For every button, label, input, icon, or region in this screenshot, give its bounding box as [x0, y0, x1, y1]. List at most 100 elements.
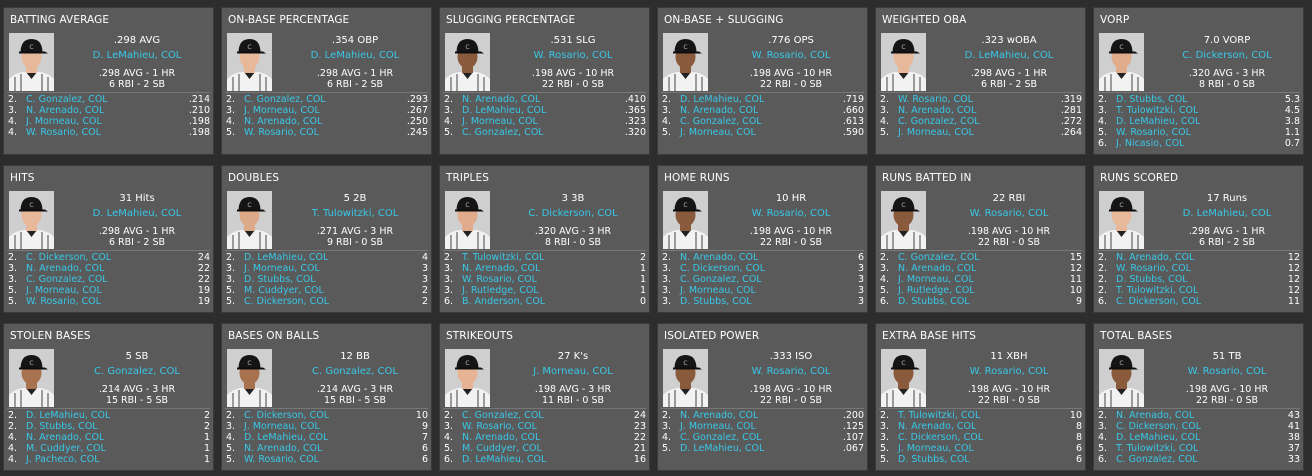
leader-name-link[interactable]: D. LeMahieu, COL	[92, 208, 182, 219]
player-name-link[interactable]: N. Arenado, COL	[26, 432, 105, 443]
player-name-link[interactable]: N. Arenado, COL	[680, 410, 759, 421]
stat-card-triples[interactable]: TRIPLES C 3 3B C. Dickerson, COL .320 AVG - …	[439, 165, 650, 313]
player-name-link[interactable]: N. Arenado, COL	[26, 263, 105, 274]
leader-name-link[interactable]: D. LeMahieu, COL	[964, 50, 1054, 61]
player-photo[interactable]: C	[663, 349, 708, 407]
player-name-link[interactable]: M. Cuddyer, COL	[462, 443, 542, 454]
stat-card-slugging-percentage[interactable]: SLUGGING PERCENTAGE C .531 SLG W. Rosario, …	[439, 7, 650, 155]
stat-card-on-base-percentage[interactable]: ON-BASE PERCENTAGE C .354 OBP D. LeMahieu, …	[221, 7, 432, 155]
player-photo[interactable]: C	[881, 349, 926, 407]
leader-name-link[interactable]: C. Gonzalez, COL	[94, 366, 180, 377]
player-photo[interactable]: C	[227, 191, 272, 249]
stat-card-strikeouts[interactable]: STRIKEOUTS C 27 K's J. Morneau, COL .198 AVG…	[439, 323, 650, 471]
player-photo[interactable]: C	[663, 33, 708, 91]
player-name-link[interactable]: T. Tulowitzki, COL	[1116, 443, 1199, 454]
player-name-link[interactable]: N. Arenado, COL	[898, 263, 977, 274]
player-name-link[interactable]: C. Gonzalez, COL	[898, 252, 980, 263]
player-photo[interactable]: C	[1099, 33, 1144, 91]
player-name-link[interactable]: J. Morneau, COL	[680, 127, 756, 138]
player-name-link[interactable]: J. Morneau, COL	[244, 105, 320, 116]
stat-card-runs-scored[interactable]: RUNS SCORED C 17 Runs D. LeMahieu, COL .298 …	[1093, 165, 1304, 313]
player-name-link[interactable]: C. Dickerson, COL	[680, 263, 765, 274]
player-photo[interactable]: C	[9, 33, 54, 91]
player-name-link[interactable]: D. LeMahieu, COL	[26, 410, 111, 421]
player-name-link[interactable]: D. Stubbs, COL	[244, 274, 316, 285]
player-name-link[interactable]: N. Arenado, COL	[244, 116, 323, 127]
player-name-link[interactable]: C. Gonzalez, COL	[1116, 454, 1198, 465]
leader-name-link[interactable]: D. LeMahieu, COL	[310, 50, 400, 61]
player-name-link[interactable]: J. Morneau, COL	[462, 116, 538, 127]
leader-name-link[interactable]: C. Dickerson, COL	[1182, 50, 1272, 61]
player-name-link[interactable]: J. Nicasio, COL	[1116, 138, 1185, 149]
leader-name-link[interactable]: D. LeMahieu, COL	[92, 50, 182, 61]
stat-card-extra-base-hits[interactable]: EXTRA BASE HITS C 11 XBH W. Rosario, COL .19…	[875, 323, 1086, 471]
stat-card-batting-average[interactable]: BATTING AVERAGE C .298 AVG D. LeMahieu, COL…	[3, 7, 214, 155]
player-name-link[interactable]: J. Morneau, COL	[680, 421, 756, 432]
player-name-link[interactable]: W. Rosario, COL	[462, 274, 537, 285]
player-name-link[interactable]: N. Arenado, COL	[462, 263, 541, 274]
leader-name-link[interactable]: D. LeMahieu, COL	[1182, 208, 1272, 219]
player-photo[interactable]: C	[881, 33, 926, 91]
stat-card-weighted-oba[interactable]: WEIGHTED OBA C .323 wOBA D. LeMahieu, COL .2…	[875, 7, 1086, 155]
leader-name-link[interactable]: W. Rosario, COL	[533, 50, 613, 61]
player-photo[interactable]: C	[663, 191, 708, 249]
player-name-link[interactable]: D. LeMahieu, COL	[462, 454, 547, 465]
stat-card-stolen-bases[interactable]: STOLEN BASES C 5 SB C. Gonzalez, COL .214 AV…	[3, 323, 214, 471]
player-name-link[interactable]: J. Pacheco, COL	[26, 454, 100, 465]
player-name-link[interactable]: C. Gonzalez, COL	[462, 127, 544, 138]
player-name-link[interactable]: D. Stubbs, COL	[680, 296, 752, 307]
stat-card-home-runs[interactable]: HOME RUNS C 10 HR W. Rosario, COL .198 AVG -…	[657, 165, 868, 313]
player-name-link[interactable]: C. Dickerson, COL	[898, 432, 983, 443]
leader-name-link[interactable]: T. Tulowitzki, COL	[311, 208, 399, 219]
player-name-link[interactable]: C. Gonzalez, COL	[680, 116, 762, 127]
stat-card-doubles[interactable]: DOUBLES C 5 2B T. Tulowitzki, COL .271 AVG -…	[221, 165, 432, 313]
player-name-link[interactable]: J. Morneau, COL	[898, 274, 974, 285]
player-name-link[interactable]: D. LeMahieu, COL	[1116, 432, 1201, 443]
player-name-link[interactable]: J. Morneau, COL	[26, 285, 102, 296]
player-name-link[interactable]: J. Morneau, COL	[26, 116, 102, 127]
leader-name-link[interactable]: W. Rosario, COL	[751, 50, 831, 61]
player-photo[interactable]: C	[1099, 349, 1144, 407]
player-name-link[interactable]: N. Arenado, COL	[680, 105, 759, 116]
player-name-link[interactable]: C. Dickerson, COL	[244, 410, 329, 421]
player-name-link[interactable]: J. Morneau, COL	[244, 263, 320, 274]
player-name-link[interactable]: B. Anderson, COL	[462, 296, 546, 307]
player-name-link[interactable]: N. Arenado, COL	[898, 421, 977, 432]
player-photo[interactable]: C	[445, 33, 490, 91]
stat-card-on-base-slugging[interactable]: ON-BASE + SLUGGING C .776 OPS W. Rosario, C…	[657, 7, 868, 155]
player-photo[interactable]: C	[9, 191, 54, 249]
player-name-link[interactable]: D. Stubbs, COL	[26, 421, 98, 432]
player-name-link[interactable]: J. Rutledge, COL	[462, 285, 539, 296]
player-name-link[interactable]: D. Stubbs, COL	[1116, 274, 1188, 285]
leader-name-link[interactable]: C. Gonzalez, COL	[312, 366, 398, 377]
player-photo[interactable]: C	[227, 349, 272, 407]
player-name-link[interactable]: D. LeMahieu, COL	[680, 94, 765, 105]
leader-name-link[interactable]: J. Morneau, COL	[533, 366, 613, 377]
player-name-link[interactable]: J. Morneau, COL	[680, 285, 756, 296]
player-name-link[interactable]: C. Dickerson, COL	[244, 296, 329, 307]
leader-name-link[interactable]: W. Rosario, COL	[969, 366, 1049, 377]
leader-name-link[interactable]: W. Rosario, COL	[1187, 366, 1267, 377]
player-name-link[interactable]: W. Rosario, COL	[462, 421, 537, 432]
player-name-link[interactable]: N. Arenado, COL	[680, 252, 759, 263]
player-name-link[interactable]: N. Arenado, COL	[462, 432, 541, 443]
player-photo[interactable]: C	[445, 349, 490, 407]
player-name-link[interactable]: D. LeMahieu, COL	[1116, 116, 1201, 127]
player-name-link[interactable]: W. Rosario, COL	[244, 454, 319, 465]
player-name-link[interactable]: C. Gonzalez, COL	[462, 410, 544, 421]
player-photo[interactable]: C	[1099, 191, 1144, 249]
player-name-link[interactable]: J. Morneau, COL	[898, 127, 974, 138]
player-name-link[interactable]: D. Stubbs, COL	[898, 296, 970, 307]
stat-card-vorp[interactable]: VORP C 7.0 VORP C. Dickerson, COL .320 AVG -…	[1093, 7, 1304, 155]
stat-card-hits[interactable]: HITS C 31 Hits D. LeMahieu, COL .298 AVG - 1…	[3, 165, 214, 313]
player-name-link[interactable]: W. Rosario, COL	[244, 127, 319, 138]
player-name-link[interactable]: D. LeMahieu, COL	[680, 443, 765, 454]
player-photo[interactable]: C	[881, 191, 926, 249]
player-name-link[interactable]: W. Rosario, COL	[26, 127, 101, 138]
player-name-link[interactable]: T. Tulowitzki, COL	[898, 410, 981, 421]
player-photo[interactable]: C	[445, 191, 490, 249]
player-name-link[interactable]: N. Arenado, COL	[1116, 252, 1195, 263]
leader-name-link[interactable]: W. Rosario, COL	[751, 208, 831, 219]
stat-card-bases-on-balls[interactable]: BASES ON BALLS C 12 BB C. Gonzalez, COL .214…	[221, 323, 432, 471]
player-name-link[interactable]: C. Gonzalez, COL	[898, 116, 980, 127]
